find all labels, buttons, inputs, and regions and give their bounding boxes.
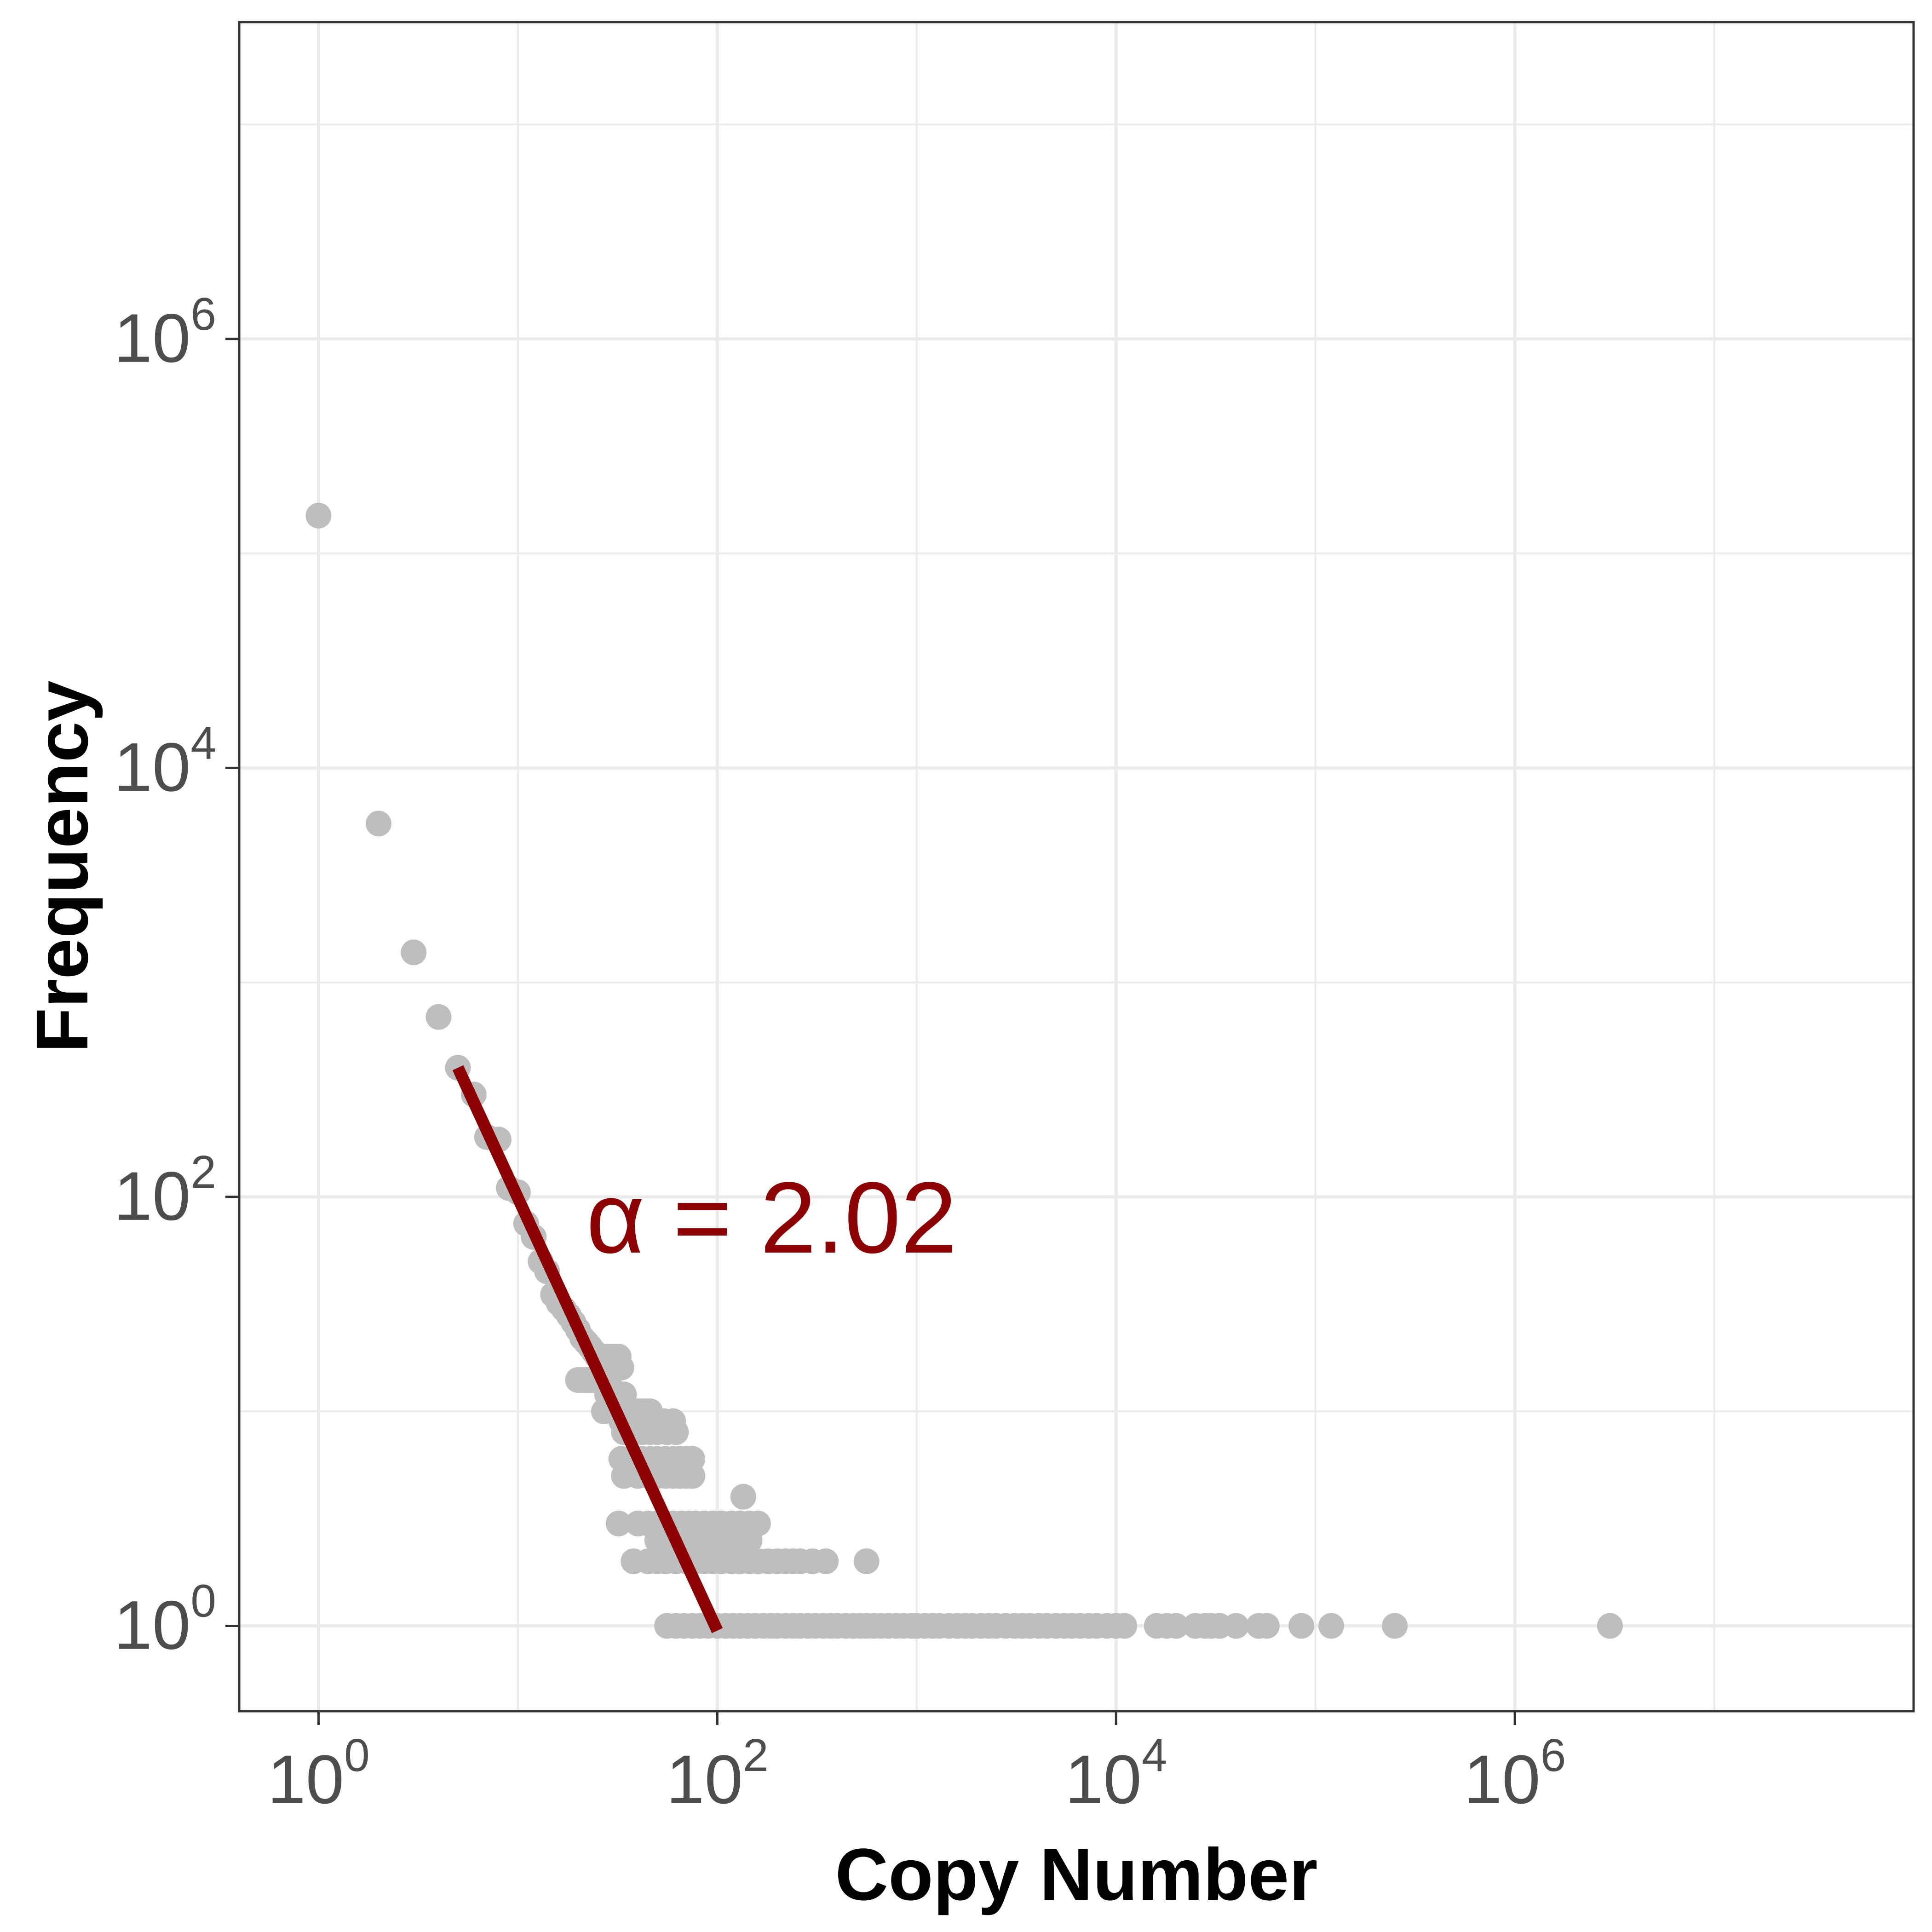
data-point [608, 1354, 634, 1380]
data-point [730, 1484, 756, 1510]
data-point [1318, 1613, 1345, 1639]
data-point [1223, 1613, 1249, 1639]
data-point [1163, 1613, 1189, 1639]
data-point [365, 811, 391, 837]
data-point [1111, 1613, 1138, 1639]
annotation-layer: α = 2.02 [586, 1161, 957, 1274]
x-tick-label: 104 [1065, 1730, 1167, 1818]
x-axis-title: Copy Number [835, 1833, 1318, 1915]
data-point [1382, 1613, 1408, 1639]
data-point [1288, 1613, 1315, 1639]
data-point [853, 1548, 880, 1575]
data-point [605, 1510, 632, 1536]
data-point [679, 1463, 706, 1489]
data-points [305, 502, 1623, 1639]
fit-line-layer [452, 1065, 723, 1633]
grid-lines [239, 22, 1914, 1711]
y-tick-label: 102 [114, 1146, 216, 1235]
x-tick-label: 100 [267, 1730, 369, 1818]
data-point [663, 1419, 689, 1445]
data-point [1597, 1613, 1623, 1639]
y-tick-label: 100 [114, 1575, 216, 1663]
data-point [736, 1527, 763, 1553]
x-tick-label: 106 [1464, 1730, 1566, 1818]
data-point [305, 502, 332, 529]
data-point [813, 1548, 839, 1575]
panel-border [238, 21, 1915, 1713]
y-tick-label: 106 [114, 288, 216, 377]
axes: 100 102 104 106 100 102 104 106 [114, 288, 1566, 1818]
alpha-annotation: α = 2.02 [586, 1161, 957, 1274]
fit-line [452, 1065, 723, 1633]
y-tick-label: 104 [114, 717, 216, 805]
data-point [401, 939, 427, 966]
data-point [426, 1004, 452, 1030]
data-point [1254, 1613, 1280, 1639]
y-axis-title: Frequency [21, 680, 103, 1052]
x-tick-label: 102 [666, 1730, 768, 1818]
